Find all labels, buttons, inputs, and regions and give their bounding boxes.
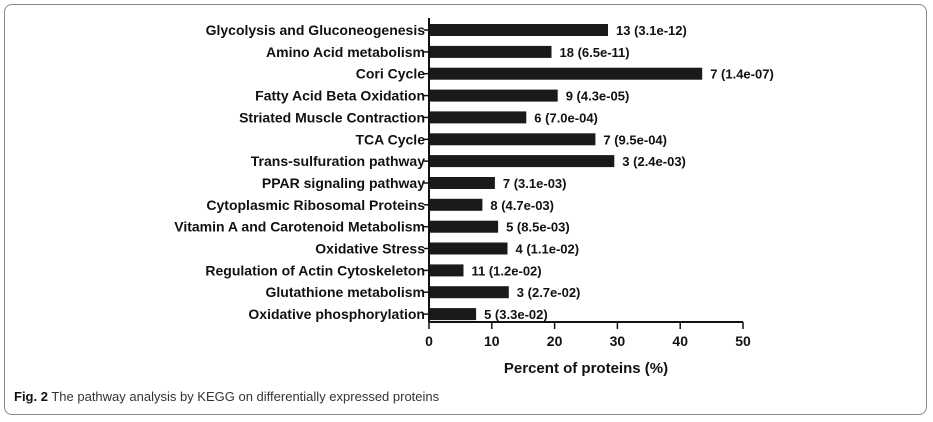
category-label: Glycolysis and Gluconeogenesis [206,22,426,38]
category-labels: Glycolysis and Gluconeogenesis Amino Acid… [174,22,425,322]
bar [429,155,615,168]
category-label: Trans-sulfuration pathway [251,153,425,169]
data-label: 3 (2.4e-03) [622,154,686,169]
bar [429,198,483,211]
bar [429,177,495,189]
bar [429,24,608,36]
bar [429,308,477,321]
bar [429,45,552,58]
caption-label: Fig. 2 [14,389,48,404]
category-label: Fatty Acid Beta Oxidation [255,88,425,104]
data-label: 18 (6.5e-11) [560,45,630,60]
data-label: 5 (8.5e-03) [506,220,570,235]
category-label: Glutathione metabolism [266,284,425,300]
data-labels: 13 (3.1e-12) 18 (6.5e-11) 7 (1.4e-07) 9 (4.… [472,23,774,322]
x-tick-label: 20 [547,333,563,349]
bar [429,89,558,102]
bar-series [429,24,703,321]
data-label: 11 (1.2e-02) [472,263,542,278]
data-label: 9 (4.3e-05) [566,89,630,104]
data-label: 8 (4.7e-03) [490,198,554,213]
bar [429,242,508,255]
data-label: 7 (1.4e-07) [710,67,774,82]
axes [424,18,744,329]
data-label: 4 (1.1e-02) [516,242,580,257]
bar [429,286,509,299]
category-label: Regulation of Actin Cytoskeleton [205,262,425,278]
category-label: TCA Cycle [355,131,425,147]
x-tick-label: 0 [425,333,433,349]
bar-chart: Glycolysis and Gluconeogenesis Amino Acid… [174,18,774,377]
category-label: Oxidative phosphorylation [248,306,425,322]
data-label: 6 (7.0e-04) [534,110,598,125]
bar [429,111,527,124]
caption-text: The pathway analysis by KEGG on differen… [51,389,440,404]
x-tick-label: 30 [610,333,626,349]
data-label: 7 (3.1e-03) [503,176,567,191]
data-label: 13 (3.1e-12) [616,23,687,38]
bar [429,264,464,277]
category-label: Cori Cycle [356,66,425,82]
data-label: 7 (9.5e-04) [603,132,667,147]
category-label: Striated Muscle Contraction [239,109,425,125]
x-tick-label: 10 [484,333,500,349]
x-tick-labels: 0 10 20 30 40 50 [425,333,751,349]
data-label: 5 (3.3e-02) [484,307,548,322]
category-label: Oxidative Stress [315,241,425,257]
data-label: 3 (2.7e-02) [517,285,581,300]
bar [429,133,596,146]
category-label: Vitamin A and Carotenoid Metabolism [174,219,425,235]
x-tick-label: 40 [672,333,688,349]
category-label: Amino Acid metabolism [266,44,425,60]
bar [429,220,499,233]
x-axis-label: Percent of proteins (%) [504,360,668,377]
category-label: Cytoplasmic Ribosomal Proteins [206,197,425,213]
x-tick-label: 50 [735,333,751,349]
category-label: PPAR signaling pathway [262,175,425,191]
bar [429,67,703,80]
figure-caption: Fig. 2 The pathway analysis by KEGG on d… [14,389,439,404]
